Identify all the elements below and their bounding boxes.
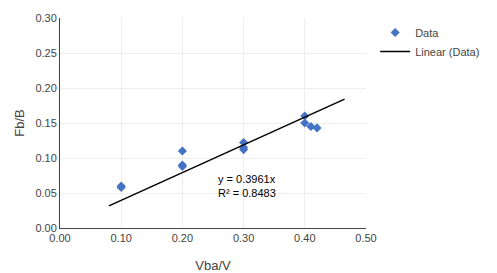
svg-text:0.50: 0.50 — [355, 232, 376, 244]
svg-text:Fb/B: Fb/B — [12, 109, 27, 136]
svg-text:0.15: 0.15 — [35, 117, 56, 129]
svg-text:Vba/V: Vba/V — [195, 258, 231, 273]
svg-text:0.10: 0.10 — [35, 152, 56, 164]
svg-text:y = 0.3961xR² = 0.8483: y = 0.3961xR² = 0.8483 — [218, 173, 276, 199]
svg-text:0.20: 0.20 — [172, 232, 193, 244]
svg-text:Data: Data — [415, 27, 439, 39]
svg-text:0.00: 0.00 — [35, 222, 56, 234]
svg-text:0.30: 0.30 — [35, 12, 56, 24]
svg-text:0.30: 0.30 — [233, 232, 254, 244]
svg-text:0.00: 0.00 — [49, 232, 70, 244]
svg-text:0.25: 0.25 — [35, 47, 56, 59]
svg-text:0.05: 0.05 — [35, 187, 56, 199]
svg-text:Linear (Data): Linear (Data) — [415, 46, 479, 58]
svg-text:0.20: 0.20 — [35, 82, 56, 94]
svg-text:0.40: 0.40 — [294, 232, 315, 244]
svg-text:0.10: 0.10 — [110, 232, 131, 244]
